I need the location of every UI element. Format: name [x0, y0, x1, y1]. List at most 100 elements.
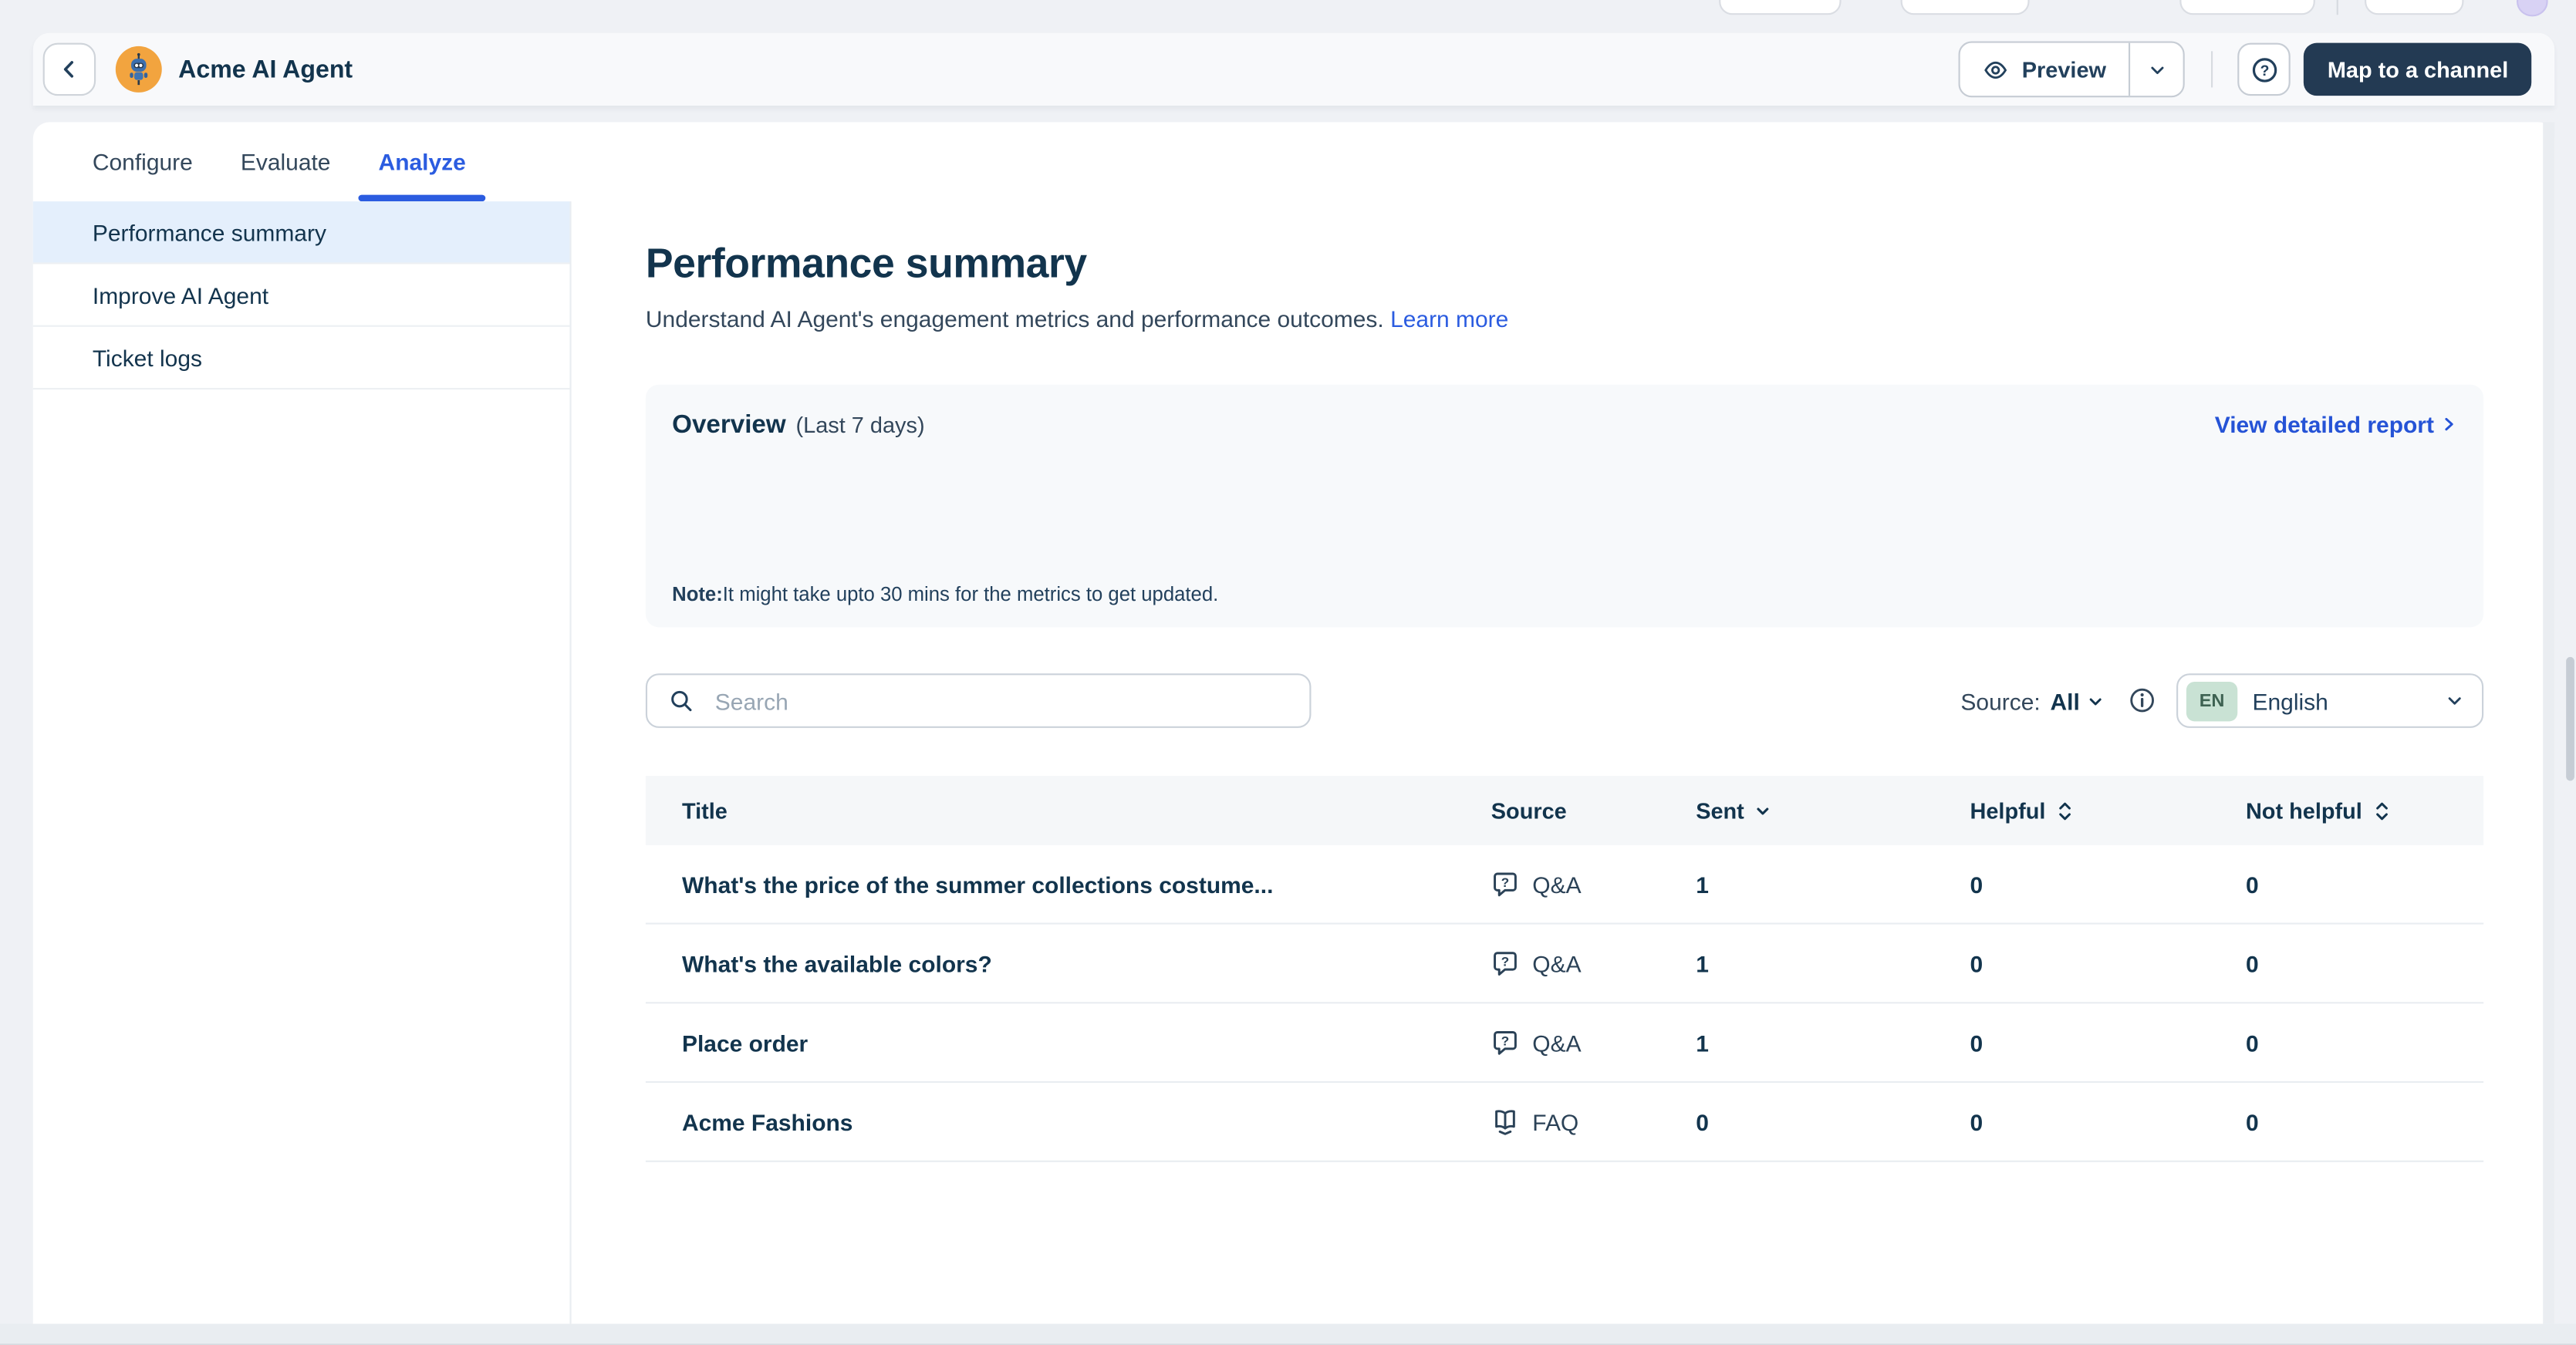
qa-icon: ?	[1494, 952, 1517, 976]
column-header-label: Sent	[1696, 797, 1744, 823]
learn-more-link[interactable]: Learn more	[1390, 305, 1509, 332]
window-header: Acme AI Agent Preview	[32, 32, 2555, 106]
faq-icon	[1491, 1107, 1519, 1135]
row-helpful-count: 0	[1970, 1029, 1983, 1056]
tab-label: Configure	[92, 148, 193, 175]
row-sent-count: 1	[1696, 949, 1709, 977]
tab-evaluate[interactable]: Evaluate	[241, 122, 331, 201]
table-row[interactable]: Place order ? Q&A 1 0 0	[645, 1003, 2484, 1084]
chevron-down-icon	[2448, 697, 2461, 705]
row-not-helpful-count: 0	[2245, 871, 2259, 898]
sidebar-item-performance-summary[interactable]: Performance summary	[32, 201, 570, 265]
split-divider	[2129, 42, 2132, 96]
view-detailed-report-label: View detailed report	[2214, 410, 2434, 438]
language-value: English	[2252, 687, 2328, 714]
source-filter-value[interactable]: All	[2051, 687, 2103, 714]
toolbar-divider	[2211, 51, 2214, 88]
overview-period: (Last 7 days)	[795, 413, 925, 438]
row-source: ? Q&A	[1491, 870, 1696, 898]
table-header: Title Source Sent Helpful Not helpful	[645, 775, 2484, 845]
overview-card: Overview (Last 7 days) View detailed rep…	[645, 384, 2484, 628]
results-table: Title Source Sent Helpful Not helpful What's…	[645, 775, 2484, 1162]
content-card: Configure Evaluate Analyze Performance sum…	[32, 122, 2555, 1324]
sort-down-icon	[1757, 807, 1769, 814]
cutoff-toolbar-divider	[2336, 0, 2338, 15]
source-filter-label: Source:	[1960, 687, 2041, 714]
sidebar-item-improve-ai-agent[interactable]: Improve AI Agent	[32, 264, 570, 327]
row-source: ? Q&A	[1491, 949, 1696, 977]
search-box	[645, 673, 1312, 728]
svg-text:?: ?	[1501, 875, 1509, 890]
page-description: Understand AI Agent's engagement metrics…	[646, 302, 2483, 335]
cutoff-avatar-circle	[2516, 0, 2548, 17]
cutoff-toolbar-button	[1900, 0, 2030, 15]
qa-icon: ?	[1494, 872, 1517, 897]
overview-note-label: Note:	[672, 582, 723, 606]
svg-text:?: ?	[1501, 1033, 1509, 1048]
svg-text:?: ?	[1501, 955, 1509, 969]
sidebar: Performance summary Improve AI Agent Ticke…	[32, 201, 572, 1324]
sidebar-item-label: Performance summary	[92, 218, 326, 245]
chevron-right-icon	[2445, 417, 2453, 431]
qa-icon: ?	[1491, 870, 1519, 898]
qa-icon: ?	[1491, 949, 1519, 977]
column-header-sent[interactable]: Sent	[1696, 798, 1970, 823]
chevron-down-icon	[2151, 66, 2164, 73]
view-detailed-report-link[interactable]: View detailed report	[2215, 411, 2457, 437]
qa-icon: ?	[1491, 1028, 1519, 1056]
column-header-label: Helpful	[1970, 797, 2046, 823]
cutoff-toolbar-button	[2365, 0, 2464, 15]
row-title: What's the price of the summer collectio…	[681, 871, 1274, 898]
row-sent-count: 1	[1696, 1029, 1709, 1056]
scrollbar-thumb[interactable]	[2566, 656, 2574, 781]
row-title: What's the available colors?	[681, 949, 992, 977]
column-header-label: Title	[681, 797, 728, 823]
search-icon	[671, 690, 692, 712]
column-header-helpful[interactable]: Helpful	[1970, 798, 2245, 823]
scrollbar-track[interactable]	[2543, 122, 2555, 1324]
row-source: ? Q&A	[1491, 1028, 1696, 1056]
language-select[interactable]: EN English	[2176, 673, 2484, 728]
search-input[interactable]	[711, 686, 1280, 716]
back-button[interactable]	[42, 42, 96, 96]
tab-configure[interactable]: Configure	[93, 122, 193, 201]
cutoff-toolbar-button	[2179, 0, 2315, 15]
preview-split-button: Preview	[1959, 41, 2186, 98]
page-description-text: Understand AI Agent's engagement metrics…	[645, 305, 1384, 332]
svg-text:?: ?	[2260, 62, 2270, 79]
column-header-label: Not helpful	[2245, 797, 2362, 823]
agent-avatar	[115, 46, 162, 93]
cutoff-toolbar-button	[1719, 0, 1842, 15]
tab-label: Evaluate	[240, 148, 331, 175]
overview-note-text: It might take upto 30 mins for the metri…	[722, 582, 1219, 606]
tab-label: Analyze	[378, 148, 466, 175]
column-header-not-helpful[interactable]: Not helpful	[2246, 798, 2483, 823]
row-source-label: Q&A	[1532, 949, 1582, 977]
table-row[interactable]: Acme Fashions FAQ 0 0 0	[645, 1083, 2484, 1162]
sidebar-item-label: Ticket logs	[92, 344, 202, 371]
row-source-label: FAQ	[1532, 1108, 1579, 1135]
column-header-label: Source	[1491, 797, 1567, 823]
overview-title: Overview	[672, 410, 786, 440]
sidebar-item-ticket-logs[interactable]: Ticket logs	[32, 327, 570, 390]
preview-button[interactable]: Preview	[1961, 43, 2129, 96]
row-not-helpful-count: 0	[2245, 1108, 2259, 1135]
row-sent-count: 0	[1696, 1108, 1709, 1135]
help-button[interactable]: ?	[2238, 42, 2291, 96]
row-source: FAQ	[1491, 1107, 1696, 1135]
robot-avatar-icon	[130, 52, 148, 86]
preview-caret-button[interactable]	[2131, 43, 2183, 96]
table-row[interactable]: What's the price of the summer collectio…	[645, 845, 2484, 925]
column-header-source: Source	[1491, 798, 1696, 823]
table-row[interactable]: What's the available colors? ? Q&A 1 0 0	[645, 925, 2484, 1004]
row-title: Place order	[681, 1029, 809, 1056]
search-row: Source: All	[645, 673, 2484, 728]
row-not-helpful-count: 0	[2245, 1029, 2259, 1056]
tab-analyze[interactable]: Analyze	[358, 122, 486, 202]
row-title: Acme Fashions	[681, 1108, 853, 1135]
row-helpful-count: 0	[1970, 949, 1983, 977]
preview-label: Preview	[2021, 56, 2107, 82]
map-to-channel-button[interactable]: Map to a channel	[2304, 42, 2532, 96]
source-info[interactable]	[2128, 687, 2155, 714]
